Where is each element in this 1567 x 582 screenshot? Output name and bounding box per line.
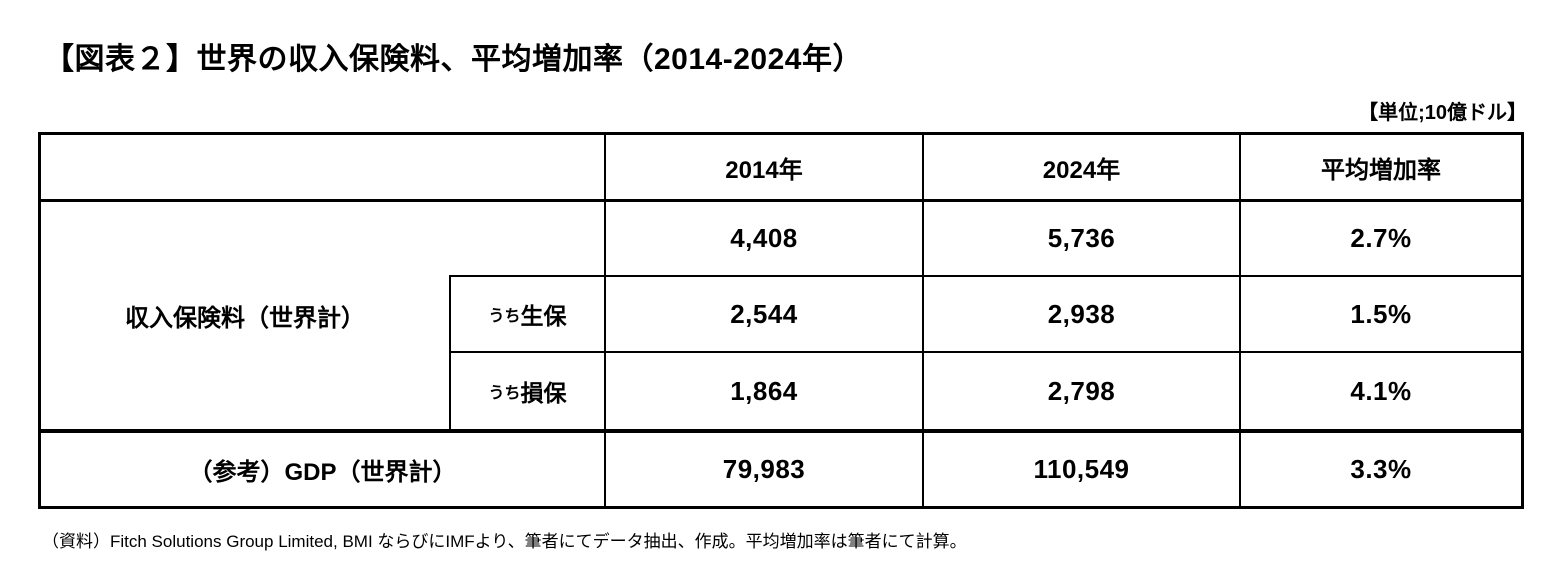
value-gdp-2014: 79,983 <box>604 429 922 506</box>
sub-label-life-text: 生保 <box>520 303 567 329</box>
value-life-2014: 2,544 <box>604 277 922 353</box>
header-cell-2024: 2024年 <box>922 135 1239 202</box>
sub-label-nonlife-prefix: うち <box>488 385 521 402</box>
header-cell-growth-rate: 平均増加率 <box>1239 135 1521 202</box>
value-life-2024: 2,938 <box>922 277 1239 353</box>
row-group-label-premium-world-total: 収入保険料（世界計） <box>125 305 365 332</box>
value-life-rate: 1.5% <box>1239 277 1521 353</box>
value-gdp-rate: 3.3% <box>1239 429 1521 506</box>
value-nonlife-rate: 4.1% <box>1239 353 1521 429</box>
value-nonlife-2014: 1,864 <box>604 353 922 429</box>
value-total-2024: 5,736 <box>922 202 1239 277</box>
value-total-rate: 2.7% <box>1239 202 1521 277</box>
unit-note: 【単位;10億ドル】 <box>1358 102 1527 124</box>
value-gdp-2024: 110,549 <box>922 429 1239 506</box>
figure-title: 【図表２】世界の収入保険料、平均増加率（2014-2024年） <box>44 43 863 76</box>
sub-label-empty <box>449 202 604 277</box>
source-note: （資料）Fitch Solutions Group Limited, BMI な… <box>42 532 967 551</box>
sub-label-nonlife: うち 損保 <box>449 353 604 429</box>
sub-label-nonlife-text: 損保 <box>520 380 567 406</box>
premium-table: 2014年 2024年 平均増加率 収入保険料（世界計） 4,408 5,736… <box>38 132 1524 509</box>
value-nonlife-2024: 2,798 <box>922 353 1239 429</box>
sub-label-life: うち 生保 <box>449 277 604 353</box>
header-cell-2014: 2014年 <box>604 135 922 202</box>
value-total-2014: 4,408 <box>604 202 922 277</box>
header-cell-empty <box>41 135 604 202</box>
row-label-gdp-world-total: （参考）GDP（世界計） <box>41 429 604 506</box>
sub-label-life-prefix: うち <box>488 308 521 325</box>
